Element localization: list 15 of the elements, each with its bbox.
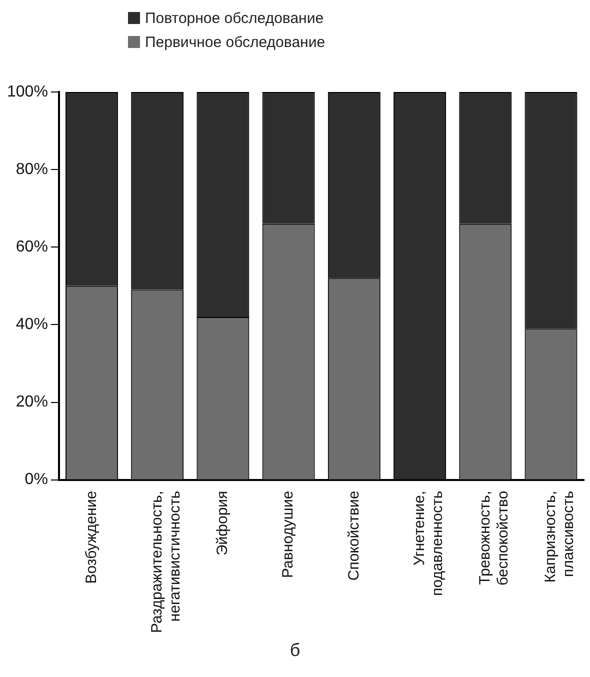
legend-label: Повторное обследование [145,10,324,26]
y-tick-label: 20% [16,394,48,411]
x-tick-label: Спокойствие [345,490,362,581]
y-tick-label: 100% [7,83,48,100]
x-tick-label: Угнетение, подавленность [410,490,446,596]
x-tick-label: Раздражительность, негативистичность [148,490,184,633]
x-tick-label: Возбуждение [82,490,100,584]
y-tick-label: 60% [16,238,48,256]
y-tick-label: 80% [16,160,48,178]
text: б [288,640,302,661]
x-tick-label: Эйфория [214,490,232,556]
x-tick-label: Равнодушие [280,490,297,578]
legend-label: Первичное обследование [145,34,326,50]
y-tick-label: 0% [24,471,48,488]
y-tick-label: 40% [16,316,48,334]
